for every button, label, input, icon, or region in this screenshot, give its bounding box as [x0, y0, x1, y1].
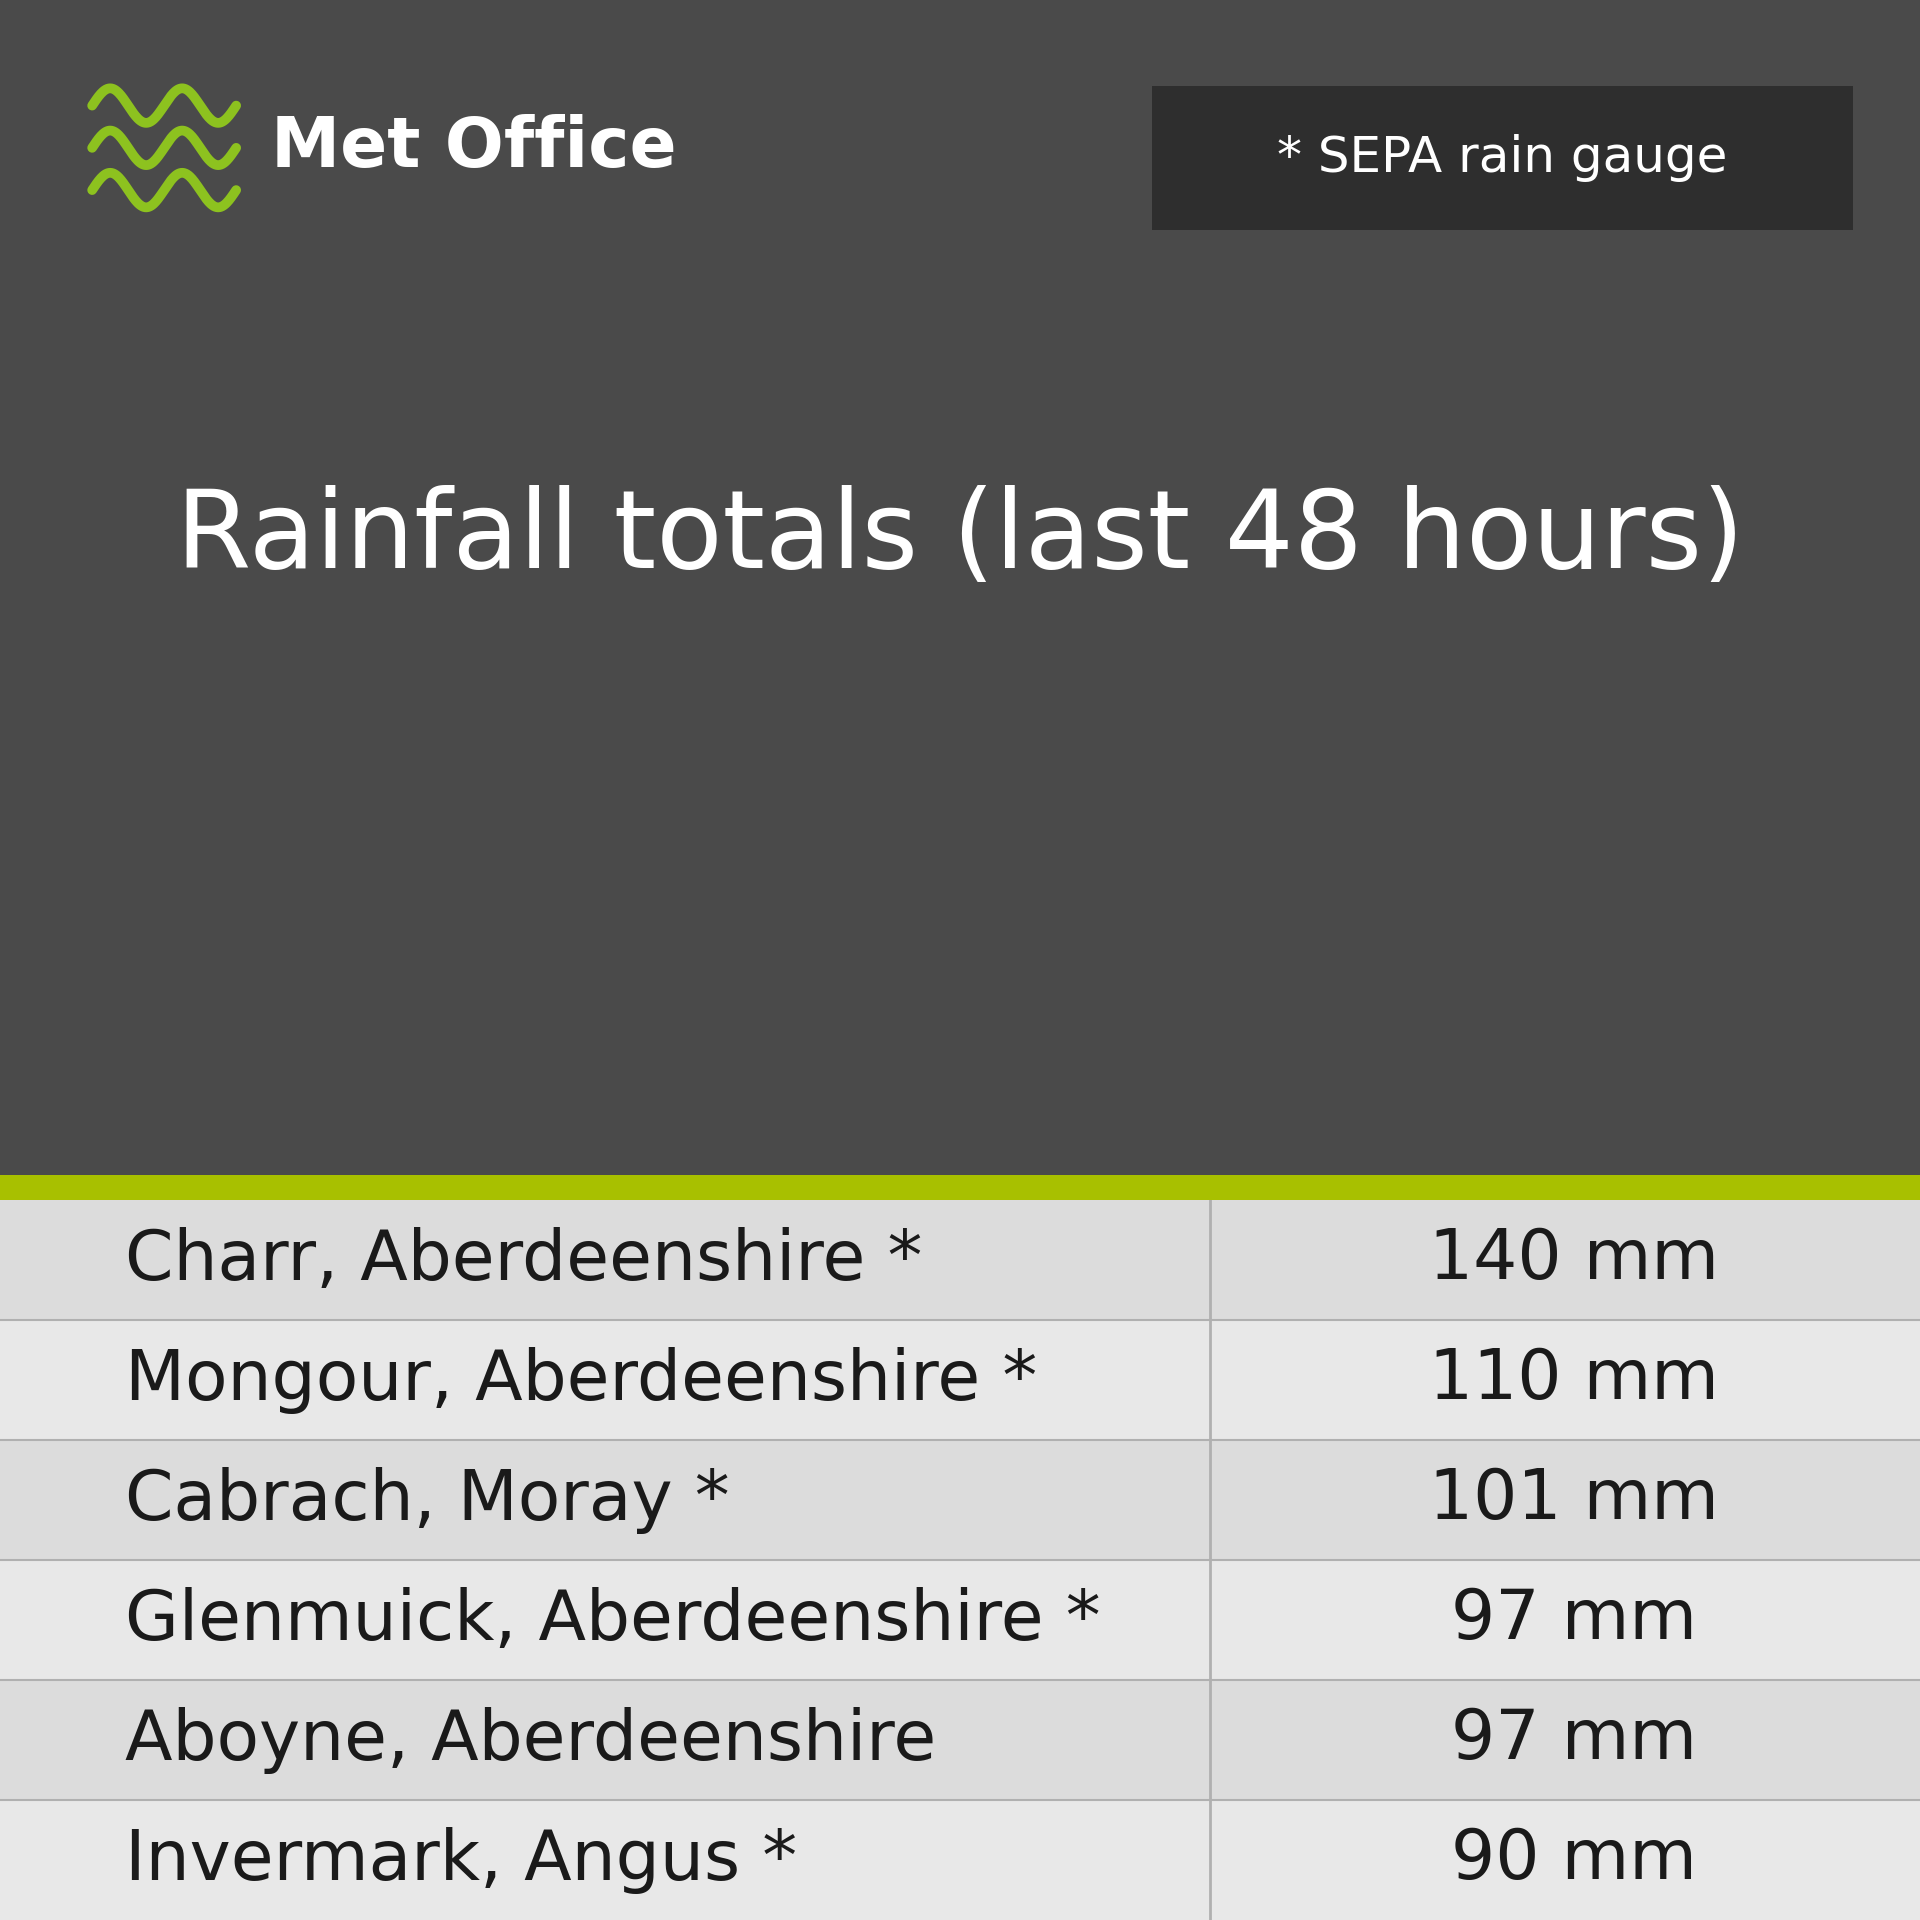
Text: Mongour, Aberdeenshire *: Mongour, Aberdeenshire * [125, 1346, 1037, 1413]
Text: Rainfall totals (last 48 hours): Rainfall totals (last 48 hours) [177, 484, 1743, 591]
Bar [0, 1680, 1920, 1801]
Bar [1152, 86, 1853, 230]
Bar [0, 1321, 1920, 1440]
Text: Cabrach, Moray *: Cabrach, Moray * [125, 1467, 730, 1534]
Text: Met Office: Met Office [271, 115, 676, 180]
Text: Glenmuick, Aberdeenshire *: Glenmuick, Aberdeenshire * [125, 1586, 1100, 1653]
Text: 97 mm: 97 mm [1452, 1586, 1697, 1653]
Text: 110 mm: 110 mm [1430, 1346, 1718, 1413]
Text: 90 mm: 90 mm [1452, 1826, 1697, 1893]
Text: 140 mm: 140 mm [1428, 1227, 1720, 1294]
Text: 97 mm: 97 mm [1452, 1707, 1697, 1774]
Text: Charr, Aberdeenshire *: Charr, Aberdeenshire * [125, 1227, 922, 1294]
Text: * SEPA rain gauge: * SEPA rain gauge [1277, 134, 1728, 182]
Text: Invermark, Angus *: Invermark, Angus * [125, 1826, 797, 1893]
Bar [0, 1801, 1920, 1920]
Bar [0, 1440, 1920, 1559]
Text: Aboyne, Aberdeenshire: Aboyne, Aberdeenshire [125, 1707, 937, 1774]
Bar [0, 0, 1920, 1175]
Text: 101 mm: 101 mm [1430, 1467, 1718, 1534]
Bar [0, 1559, 1920, 1680]
Bar [0, 1175, 1920, 1200]
Bar [0, 1200, 1920, 1321]
